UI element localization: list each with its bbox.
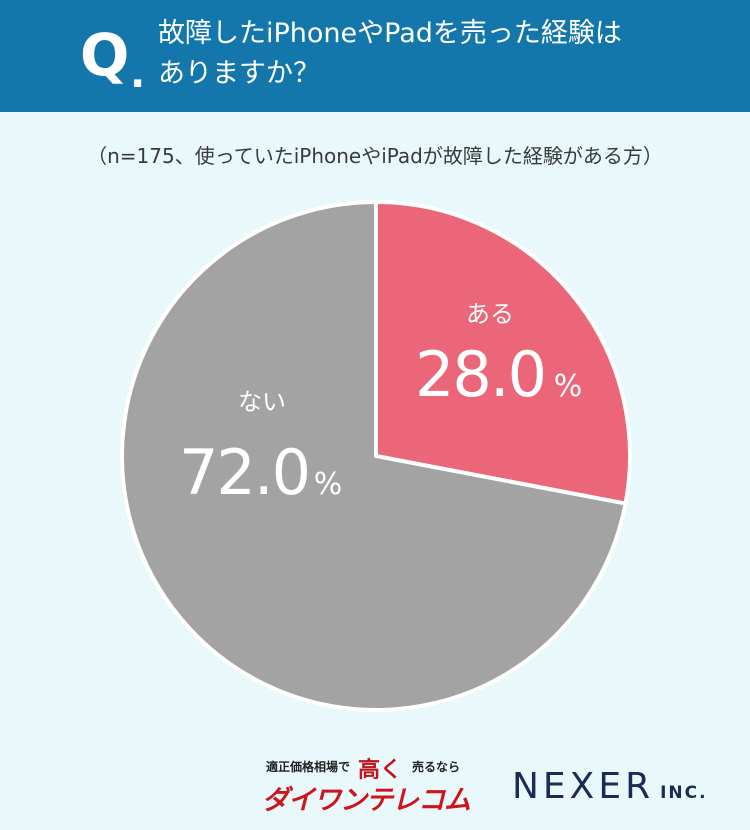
- slice-label-yes: ある: [466, 300, 514, 328]
- nexer-name: NEXER: [512, 766, 655, 807]
- pie-slice-yes: [374, 199, 632, 506]
- question-text: 故障したiPhoneやPadを売った経験は ありますか？: [158, 14, 718, 94]
- daiwan-brand-name: ダイワンテレコム: [262, 785, 471, 816]
- slice-unit-no: %: [314, 467, 343, 502]
- slice-label-no: ない: [238, 388, 286, 416]
- slice-unit-yes: %: [554, 369, 583, 404]
- daiwan-tagline-highlight: 高く: [358, 758, 403, 783]
- pie-slice-no: [120, 199, 628, 712]
- q-letter: Q: [80, 21, 130, 89]
- q-mark-logo: Q .: [80, 20, 150, 94]
- question-line-1: 故障したiPhoneやPadを売った経験は: [158, 18, 622, 49]
- daiwan-tagline-prefix: 適正価格相場で: [266, 760, 351, 774]
- daiwan-tagline-suffix: 売るなら: [412, 760, 461, 774]
- question-header: Q . 故障したiPhoneやPadを売った経験は ありますか？: [0, 0, 750, 112]
- slice-value-no: 72.0: [179, 436, 309, 509]
- nexer-inc: INC.: [660, 783, 708, 803]
- daiwan-telecom-logo: 適正価格相場で 高く 売るなら ダイワンテレコム: [262, 752, 477, 816]
- slice-value-yes: 28.0: [415, 338, 545, 411]
- nexer-logo: NEXER INC.: [512, 766, 708, 807]
- question-line-2: ありますか？: [158, 58, 320, 89]
- q-dot: .: [130, 51, 146, 97]
- sample-note: （n=175、使っていたiPhoneやiPadが故障した経験がある方）: [87, 144, 663, 168]
